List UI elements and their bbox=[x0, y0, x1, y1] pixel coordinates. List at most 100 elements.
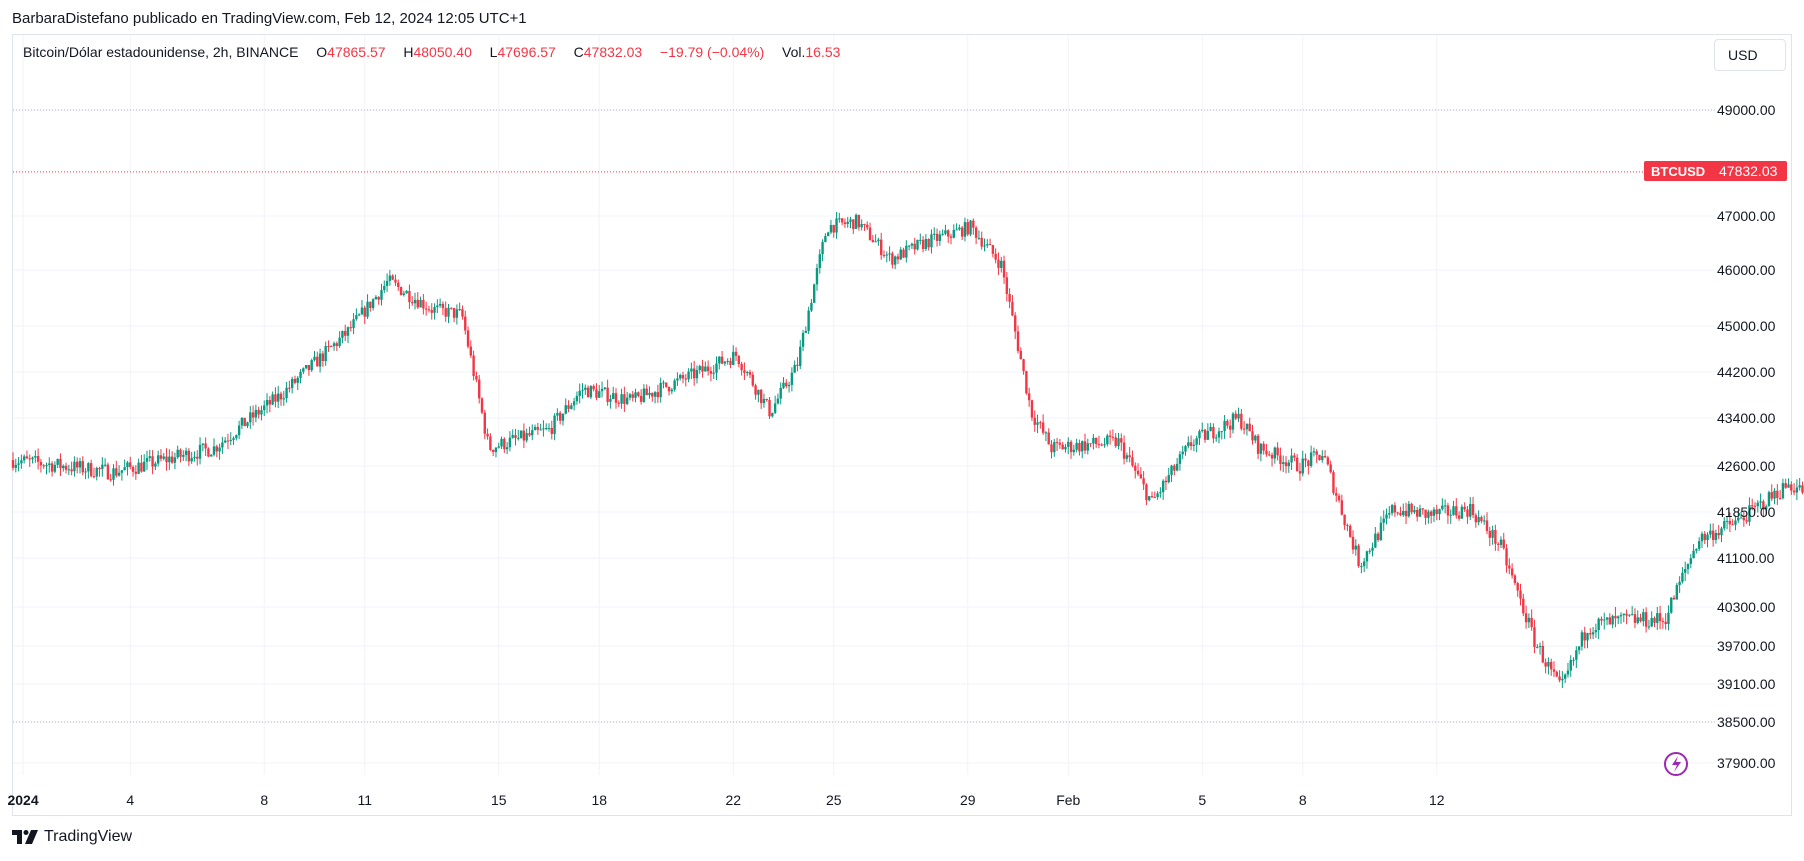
candle-body bbox=[1494, 529, 1497, 544]
candle-body bbox=[835, 218, 838, 233]
y-tick-label: 43400.00 bbox=[1717, 410, 1776, 426]
candle-body bbox=[438, 303, 442, 306]
candle-body bbox=[631, 394, 634, 398]
candle-body bbox=[98, 467, 101, 469]
candle-body bbox=[1228, 425, 1232, 430]
candle-body bbox=[846, 221, 849, 224]
candle-body bbox=[1206, 430, 1210, 440]
candle-body bbox=[930, 234, 933, 248]
candle-body bbox=[452, 308, 456, 318]
candle-body bbox=[433, 307, 436, 313]
candle-body bbox=[1714, 533, 1718, 541]
candle-body bbox=[310, 360, 313, 371]
candle-body bbox=[478, 379, 481, 399]
candle-body bbox=[411, 302, 414, 304]
candle-body bbox=[726, 360, 729, 362]
candle-body bbox=[497, 446, 500, 448]
candle-body bbox=[1120, 438, 1123, 443]
candle-body bbox=[1418, 508, 1422, 517]
candle-body bbox=[1131, 457, 1134, 466]
candle-body bbox=[1407, 503, 1411, 517]
candle-body bbox=[1114, 437, 1117, 447]
candle-body bbox=[542, 428, 545, 430]
candle-body bbox=[720, 356, 724, 364]
candle-body bbox=[1533, 627, 1536, 648]
candle-body bbox=[1656, 613, 1659, 623]
candle-body bbox=[383, 285, 386, 291]
candle-body bbox=[732, 351, 735, 365]
candle-body bbox=[1667, 612, 1670, 624]
candle-body bbox=[215, 446, 218, 452]
candle-body bbox=[458, 309, 461, 311]
candle-body bbox=[1122, 442, 1126, 459]
candle-body bbox=[570, 405, 573, 409]
candle-body bbox=[1340, 500, 1344, 515]
candle-body bbox=[397, 282, 400, 288]
candle-body bbox=[1307, 460, 1310, 467]
candle-body bbox=[893, 256, 897, 265]
candle-body bbox=[494, 447, 498, 453]
candle-body bbox=[285, 387, 288, 399]
candle-body bbox=[1237, 413, 1240, 419]
x-tick-label: 22 bbox=[725, 792, 741, 808]
candle-body bbox=[776, 398, 780, 404]
candle-body bbox=[385, 280, 389, 286]
candle-body bbox=[1276, 447, 1279, 456]
candle-body bbox=[966, 222, 969, 235]
candle-body bbox=[274, 394, 277, 402]
lightning-icon[interactable] bbox=[1664, 752, 1688, 776]
candle-body bbox=[667, 386, 671, 392]
candle-body bbox=[1480, 517, 1483, 521]
candle-body bbox=[1362, 561, 1366, 567]
candle-body bbox=[304, 364, 308, 369]
candle-body bbox=[1323, 455, 1327, 458]
candle-body bbox=[857, 214, 861, 228]
candle-body bbox=[1538, 646, 1542, 648]
candle-body bbox=[1416, 509, 1419, 517]
candle-body bbox=[1209, 426, 1212, 431]
candle-body bbox=[1097, 444, 1101, 446]
candle-body bbox=[910, 243, 914, 246]
candle-body bbox=[584, 387, 587, 390]
candle-body bbox=[424, 308, 428, 310]
candle-body bbox=[374, 296, 378, 300]
candle-body bbox=[896, 256, 900, 260]
candle-body bbox=[1351, 536, 1355, 550]
candle-body bbox=[1379, 522, 1383, 540]
candle-body bbox=[1036, 422, 1039, 425]
x-tick-label: 15 bbox=[491, 792, 507, 808]
candle-body bbox=[980, 237, 983, 247]
candle-body bbox=[531, 430, 534, 436]
currency-button[interactable]: USD bbox=[1714, 39, 1786, 71]
candle-body bbox=[751, 374, 754, 386]
legend-symbol[interactable]: Bitcoin/Dólar estadounidense, 2h, BINANC… bbox=[23, 44, 299, 60]
candle-body bbox=[1111, 436, 1115, 438]
candle-body bbox=[500, 438, 503, 447]
candle-body bbox=[321, 353, 325, 362]
candle-body bbox=[525, 433, 528, 441]
candle-body bbox=[1332, 472, 1335, 494]
candle-body bbox=[1343, 514, 1346, 526]
candle-body bbox=[210, 454, 213, 457]
candle-body bbox=[952, 229, 955, 238]
x-tick-label: 2024 bbox=[7, 792, 38, 808]
tradingview-footer[interactable]: TradingView bbox=[12, 828, 132, 846]
candle-body bbox=[1767, 492, 1771, 507]
candle-body bbox=[1293, 455, 1296, 458]
candle-body bbox=[162, 456, 165, 459]
candle-body bbox=[1254, 435, 1257, 441]
candle-body bbox=[1078, 442, 1081, 452]
candle-body bbox=[1792, 490, 1796, 493]
candle-body bbox=[1614, 615, 1617, 619]
candle-body bbox=[969, 220, 972, 235]
x-tick-label: 18 bbox=[591, 792, 607, 808]
publisher-line: BarbaraDistefano publicado en TradingVie… bbox=[12, 10, 527, 27]
candle-body bbox=[1376, 533, 1380, 540]
candle-body bbox=[927, 238, 930, 248]
candle-body bbox=[818, 254, 821, 269]
y-tick-label: 47000.00 bbox=[1717, 208, 1776, 224]
candle-body bbox=[1653, 617, 1656, 623]
candle-body bbox=[120, 470, 124, 473]
candle-body bbox=[1784, 483, 1787, 488]
